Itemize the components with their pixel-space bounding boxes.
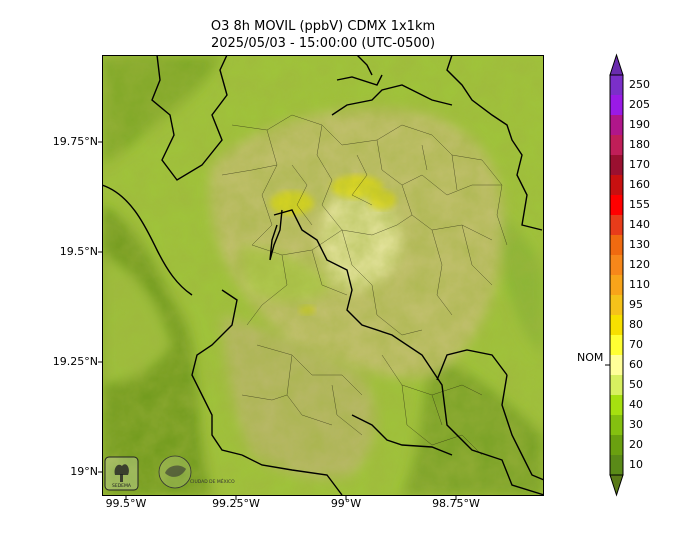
cdmx-logo: CIUDAD DE MÉXICO [158, 455, 235, 489]
colorbar-segment [610, 295, 623, 316]
colorbar-segment [610, 135, 623, 156]
colorbar-extend-top [609, 53, 624, 76]
y-tick-label: 19°N [70, 465, 98, 478]
sedema-logo-text: SEDEMA [112, 483, 132, 489]
colorbar-tick-label: 30 [629, 418, 643, 431]
colorbar-tick-label: 120 [629, 258, 650, 271]
colorbar-tick-label: 170 [629, 158, 650, 171]
municipal-boundaries [221, 114, 508, 456]
y-tick-label: 19.75°N [52, 135, 98, 148]
colorbar-segment [610, 435, 623, 456]
y-tick-label: 19.25°N [52, 355, 98, 368]
colorbar-tick-label: 160 [629, 178, 650, 191]
colorbar-segment [610, 275, 623, 296]
colorbar-tick-label: 70 [629, 338, 643, 351]
map-panel: SEDEMA CIUDAD DE MÉXICO [101, 54, 545, 496]
colorbar-segment [610, 95, 623, 116]
y-tick-label: 19.5°N [59, 245, 98, 258]
state-boundaries [101, 54, 545, 496]
colorbar-segment [610, 255, 623, 276]
colorbar-tick-label: 155 [629, 198, 650, 211]
colorbar-tick-label: 95 [629, 298, 643, 311]
colorbar-segment [610, 375, 623, 396]
colorbar-segment [610, 455, 623, 476]
colorbar-segment [610, 75, 623, 96]
colorbar-tick-label: 140 [629, 218, 650, 231]
colorbar-tick-label: 60 [629, 358, 643, 371]
colorbar-segment [610, 215, 623, 236]
colorbar-segment [610, 195, 623, 216]
colorbar-tick-label: 190 [629, 118, 650, 131]
x-tick-label: 99.5°W [105, 497, 147, 510]
colorbar-segment [610, 395, 623, 416]
sedema-logo: SEDEMA [104, 456, 139, 491]
colorbar-segment [610, 355, 623, 376]
colorbar-extend-bottom [609, 474, 624, 497]
colorbar-tick-label: 40 [629, 398, 643, 411]
colorbar-tick-label: 10 [629, 458, 643, 471]
colorbar-segment [610, 235, 623, 256]
x-tick-label: 99°W [330, 497, 362, 510]
x-tick-label: 99.25°W [212, 497, 260, 510]
colorbar-tick-label: 80 [629, 318, 643, 331]
colorbar-segment [610, 315, 623, 336]
nom-marker-label: NOM [577, 351, 604, 364]
x-tick-label: 98.75°W [432, 497, 480, 510]
colorbar-segment [610, 155, 623, 176]
colorbar-tick-label: 50 [629, 378, 643, 391]
map-title-line2: 2025/05/03 - 15:00:00 (UTC-0500) [210, 36, 436, 51]
colorbar-segment [610, 115, 623, 136]
map-title-line1: O3 8h MOVIL (ppbV) CDMX 1x1km [210, 19, 436, 34]
colorbar-tick-label: 250 [629, 78, 650, 91]
ozone-map: SEDEMA CIUDAD DE MÉXICO [101, 54, 545, 496]
colorbar-tick-label: 180 [629, 138, 650, 151]
colorbar-tick-label: 205 [629, 98, 650, 111]
colorbar-border [609, 74, 624, 476]
colorbar-segment [610, 175, 623, 196]
colorbar-tick-label: 20 [629, 438, 643, 451]
colorbar-tick-label: 130 [629, 238, 650, 251]
colorbar-segment [610, 415, 623, 436]
colorbar-segment [610, 335, 623, 356]
colorbar-tick-label: 110 [629, 278, 650, 291]
cdmx-logo-text: CIUDAD DE MÉXICO [190, 477, 235, 485]
